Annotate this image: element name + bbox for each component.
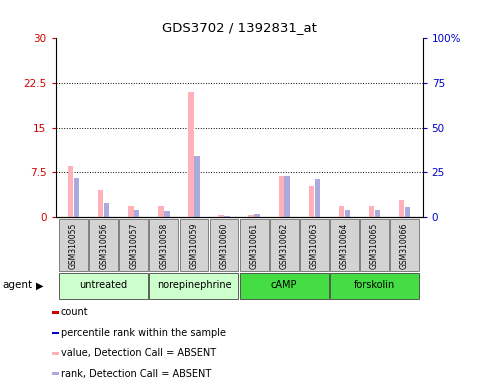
Bar (240, 273, 329, 299)
Bar (59, 273, 148, 299)
Text: cAMP: cAMP (271, 280, 298, 290)
Text: ▶: ▶ (36, 280, 44, 290)
Bar (284, 176, 290, 217)
Bar (224, 216, 230, 217)
Bar (255, 214, 260, 217)
Text: forskolin: forskolin (354, 280, 395, 290)
Text: GSM310066: GSM310066 (400, 223, 409, 270)
Bar (339, 206, 344, 217)
Text: GSM310058: GSM310058 (159, 223, 169, 269)
Bar (149, 219, 178, 271)
Bar (240, 219, 269, 271)
Bar (149, 273, 239, 299)
Bar (52, 372, 59, 375)
Text: GSM310056: GSM310056 (99, 223, 108, 270)
Bar (89, 219, 118, 271)
Bar (314, 179, 320, 217)
Bar (104, 203, 109, 217)
Bar (98, 190, 103, 217)
Bar (74, 178, 79, 217)
Text: GSM310062: GSM310062 (280, 223, 289, 269)
Text: GSM310055: GSM310055 (69, 223, 78, 270)
Bar (158, 206, 164, 217)
Bar (345, 210, 350, 217)
Bar (300, 219, 329, 271)
Title: GDS3702 / 1392831_at: GDS3702 / 1392831_at (162, 22, 316, 35)
Bar (52, 311, 59, 314)
Bar (188, 92, 194, 217)
Text: GSM310063: GSM310063 (310, 223, 319, 270)
Bar (52, 352, 59, 355)
Text: GSM310064: GSM310064 (340, 223, 349, 270)
Text: value, Detection Call = ABSENT: value, Detection Call = ABSENT (61, 348, 216, 358)
Text: GSM310060: GSM310060 (220, 223, 228, 270)
Bar (309, 186, 314, 217)
Text: rank, Detection Call = ABSENT: rank, Detection Call = ABSENT (61, 369, 211, 379)
Text: GSM310057: GSM310057 (129, 223, 138, 270)
Text: GSM310059: GSM310059 (189, 223, 199, 270)
Bar (375, 210, 380, 217)
Text: GSM310061: GSM310061 (250, 223, 258, 269)
Bar (134, 210, 140, 217)
Bar (210, 219, 239, 271)
Bar (270, 219, 298, 271)
Bar (405, 207, 410, 217)
Text: percentile rank within the sample: percentile rank within the sample (61, 328, 226, 338)
Bar (279, 177, 284, 217)
Bar (128, 206, 133, 217)
Text: GSM310065: GSM310065 (370, 223, 379, 270)
Bar (369, 206, 374, 217)
Bar (218, 215, 224, 217)
Bar (330, 219, 359, 271)
Bar (164, 211, 170, 217)
Bar (52, 331, 59, 334)
Text: untreated: untreated (80, 280, 128, 290)
Text: count: count (61, 308, 88, 318)
Bar (180, 219, 208, 271)
Bar (68, 166, 73, 217)
Bar (119, 219, 148, 271)
Bar (59, 219, 88, 271)
Bar (194, 156, 199, 217)
Bar (248, 215, 254, 217)
Text: norepinephrine: norepinephrine (156, 280, 231, 290)
Bar (399, 200, 404, 217)
Text: agent: agent (2, 280, 32, 290)
Bar (330, 273, 419, 299)
Bar (390, 219, 419, 271)
Bar (360, 219, 389, 271)
